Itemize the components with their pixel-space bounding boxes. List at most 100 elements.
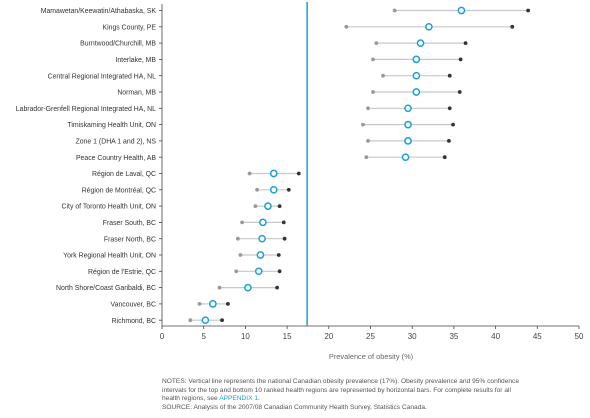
category-label: Kings County, PE <box>103 24 157 31</box>
estimate-point <box>401 153 410 162</box>
x-tick-label: 30 <box>408 332 417 341</box>
ci-lower-point <box>371 57 375 62</box>
category-label: Richmond, BC <box>112 318 156 325</box>
ci-lower-point <box>371 90 375 94</box>
x-tick-label: 15 <box>283 332 292 341</box>
ci-upper-point <box>286 187 291 192</box>
x-tick-label: 10 <box>241 332 250 341</box>
ci-upper-point <box>463 41 468 45</box>
category-label: Région de l'Estrie, QC <box>88 269 156 276</box>
ci-lower-point <box>235 236 240 241</box>
x-tick-label: 20 <box>324 332 333 341</box>
ci-lower-point <box>344 24 349 29</box>
ci-lower-point <box>188 318 193 323</box>
ci-upper-point <box>526 8 531 13</box>
ci-upper-point <box>451 122 455 127</box>
ci-lower-point <box>381 73 385 78</box>
x-axis-title: Prevalence of obesity (%) <box>329 352 413 361</box>
x-tick-label: 45 <box>533 332 542 341</box>
category-label: Interlake, MB <box>115 57 156 64</box>
estimate-point <box>404 137 412 145</box>
category-label: Région de Laval, QC <box>92 171 156 178</box>
ci-lower-point <box>217 285 222 290</box>
estimate-point <box>269 185 278 194</box>
ci-upper-point <box>458 57 463 62</box>
estimate-point <box>244 283 252 292</box>
ci-upper-point <box>447 73 452 78</box>
category-label: Région de Montréal, QC <box>82 187 156 194</box>
estimate-point <box>269 169 278 178</box>
notes-line-1: NOTES: Vertical line represents the nati… <box>162 378 519 385</box>
ci-upper-point <box>276 253 281 257</box>
estimate-point <box>201 316 210 325</box>
x-tick-label: 35 <box>449 332 458 341</box>
ci-upper-point <box>225 302 230 306</box>
category-label: Peace Country Health, AB <box>76 155 156 162</box>
notes-source: SOURCE: Analysis of the 2007/08 Canadian… <box>162 403 427 411</box>
notes-line-3: health regions, see APPENDIX 1. <box>162 395 582 404</box>
ci-lower-point <box>361 122 365 127</box>
chart-axes <box>159 2 579 327</box>
ci-lower-point <box>247 171 252 176</box>
category-label: North Shore/Coast Garibaldi, BC <box>56 285 156 292</box>
ci-upper-point <box>296 171 301 176</box>
ci-lower-point <box>234 269 239 274</box>
appendix-link[interactable]: APPENDIX 1 <box>219 395 259 403</box>
chart-x-ticks: 0 5 10 15 20 25 30 35 40 45 50 <box>160 326 584 341</box>
x-tick-label: 0 <box>160 332 165 341</box>
estimate-point <box>209 300 217 308</box>
estimate-point <box>416 39 425 47</box>
ci-upper-point <box>281 220 286 225</box>
ci-upper-point <box>510 24 515 29</box>
ci-upper-point <box>442 155 447 160</box>
ci-lower-point <box>197 302 202 306</box>
ci-lower-point <box>253 204 258 209</box>
ci-upper-point <box>282 236 287 241</box>
ci-lower-point <box>392 8 397 13</box>
ci-upper-point <box>220 318 224 323</box>
category-label: Labrador-Grenfell Regional Integrated HA… <box>16 106 156 113</box>
category-label: Zone 1 (DHA 1 and 2), NS <box>76 139 157 146</box>
ci-lower-point <box>255 187 259 192</box>
ci-lower-point <box>364 155 369 160</box>
estimate-point <box>412 71 421 80</box>
notes-line-2: intervals for the top and bottom 10 rank… <box>162 386 511 394</box>
category-label: Fraser South, BC <box>103 220 156 227</box>
estimate-point <box>258 234 266 243</box>
chart-notes: NOTES: Vertical line represents the nati… <box>162 378 582 412</box>
category-label: York Regional Health Unit, ON <box>63 253 156 260</box>
ci-upper-point <box>275 285 279 290</box>
ci-lower-point <box>238 253 243 257</box>
estimate-point <box>264 202 272 210</box>
estimate-point <box>425 22 433 31</box>
category-label: Mamawetan/Keewatin/Athabaska, SK <box>41 8 157 15</box>
notes-line-3-suffix: . <box>258 395 260 403</box>
estimate-point <box>254 267 263 276</box>
estimate-point <box>404 120 412 129</box>
estimate-point <box>256 251 265 259</box>
ci-upper-point <box>446 139 451 143</box>
category-label: Timiskaming Health Unit, ON <box>67 122 156 129</box>
chart-ranges <box>188 6 531 325</box>
estimate-point <box>412 88 421 96</box>
ci-lower-point <box>366 139 370 143</box>
ci-upper-point <box>447 106 452 111</box>
estimate-point <box>457 6 466 15</box>
x-tick-label: 25 <box>366 332 375 341</box>
chart-category-labels: Mamawetan/Keewatin/Athabaska, SK Kings Co… <box>16 8 157 325</box>
estimate-point <box>404 104 412 113</box>
notes-line-3-prefix: health regions, see <box>162 395 220 403</box>
ci-upper-point <box>277 204 282 209</box>
ci-upper-point <box>277 269 282 274</box>
estimate-point <box>412 55 421 64</box>
category-label: Burntwood/Churchill, MB <box>80 41 156 48</box>
category-label: Vancouver, BC <box>111 302 156 309</box>
category-label: City of Toronto Health Unit, ON <box>62 204 156 211</box>
category-label: Norman, MB <box>117 90 156 97</box>
x-tick-label: 5 <box>201 332 206 341</box>
ci-upper-point <box>457 90 462 94</box>
estimate-point <box>259 218 267 227</box>
ci-lower-point <box>240 220 244 225</box>
category-label: Central Regional Integrated HA, NL <box>48 73 157 80</box>
